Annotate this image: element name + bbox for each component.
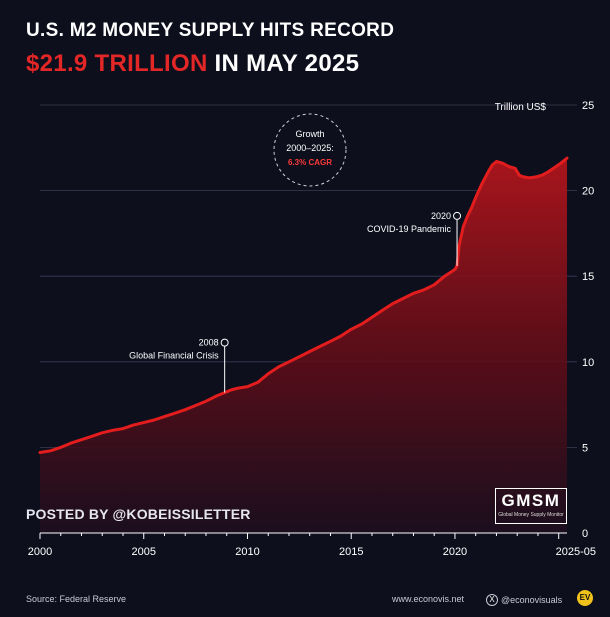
y-tick-label: 10: [582, 357, 594, 369]
annotation-year: 2020: [431, 211, 451, 221]
x-handle-text: @econovisuals: [501, 595, 563, 605]
title-line-1: U.S. M2 MONEY SUPPLY HITS RECORD: [26, 20, 395, 41]
callout-line-1: Growth: [295, 129, 324, 139]
y-tick-label: 25: [582, 100, 594, 112]
gmsm-badge: GMSM Global Money Supply Monitor: [495, 488, 567, 524]
x-tick-label: 2015: [339, 546, 363, 558]
y-tick-label: 5: [582, 442, 588, 454]
growth-callout: Growth 2000–2025: 6.3% CAGR: [273, 113, 347, 187]
annotation-text: Global Financial Crisis: [129, 351, 219, 361]
annotation-marker: [453, 211, 462, 220]
x-tick-label: 2005: [131, 546, 155, 558]
x-handle-link[interactable]: X @econovisuals: [486, 594, 562, 606]
y-axis-label: Trillion US$: [495, 102, 547, 113]
y-tick-label: 0: [582, 528, 588, 540]
series-area: [40, 158, 567, 533]
econovis-logo-icon: EV: [577, 590, 593, 606]
x-tick-label: 2020: [443, 546, 467, 558]
x-tick-label: 2025-05: [556, 546, 596, 558]
series-line: [38, 156, 569, 454]
source-text: Source: Federal Reserve: [26, 594, 127, 604]
x-tick-label: 2000: [28, 546, 52, 558]
x-logo-icon: X: [486, 594, 498, 606]
y-tick-label: 20: [582, 186, 594, 198]
y-tick-label: 15: [582, 271, 594, 283]
site-link[interactable]: www.econovis.net: [392, 594, 465, 604]
badge-subtitle: Global Money Supply Monitor: [498, 512, 564, 518]
title-rest: IN MAY 2025: [207, 50, 360, 77]
annotation-marker: [220, 338, 229, 347]
badge-title: GMSM: [501, 491, 561, 510]
title-highlight: $21.9 TRILLION: [26, 50, 208, 77]
posted-by: POSTED BY @KOBEISSILETTER: [26, 506, 251, 522]
annotation-text: COVID-19 Pandemic: [367, 224, 452, 234]
annotation-year: 2008: [199, 338, 219, 348]
callout-line-3: 6.3% CAGR: [288, 158, 332, 167]
x-tick-label: 2010: [235, 546, 259, 558]
callout-line-2: 2000–2025:: [286, 143, 334, 153]
title-line-2: $21.9 TRILLION IN MAY 2025: [26, 50, 359, 78]
